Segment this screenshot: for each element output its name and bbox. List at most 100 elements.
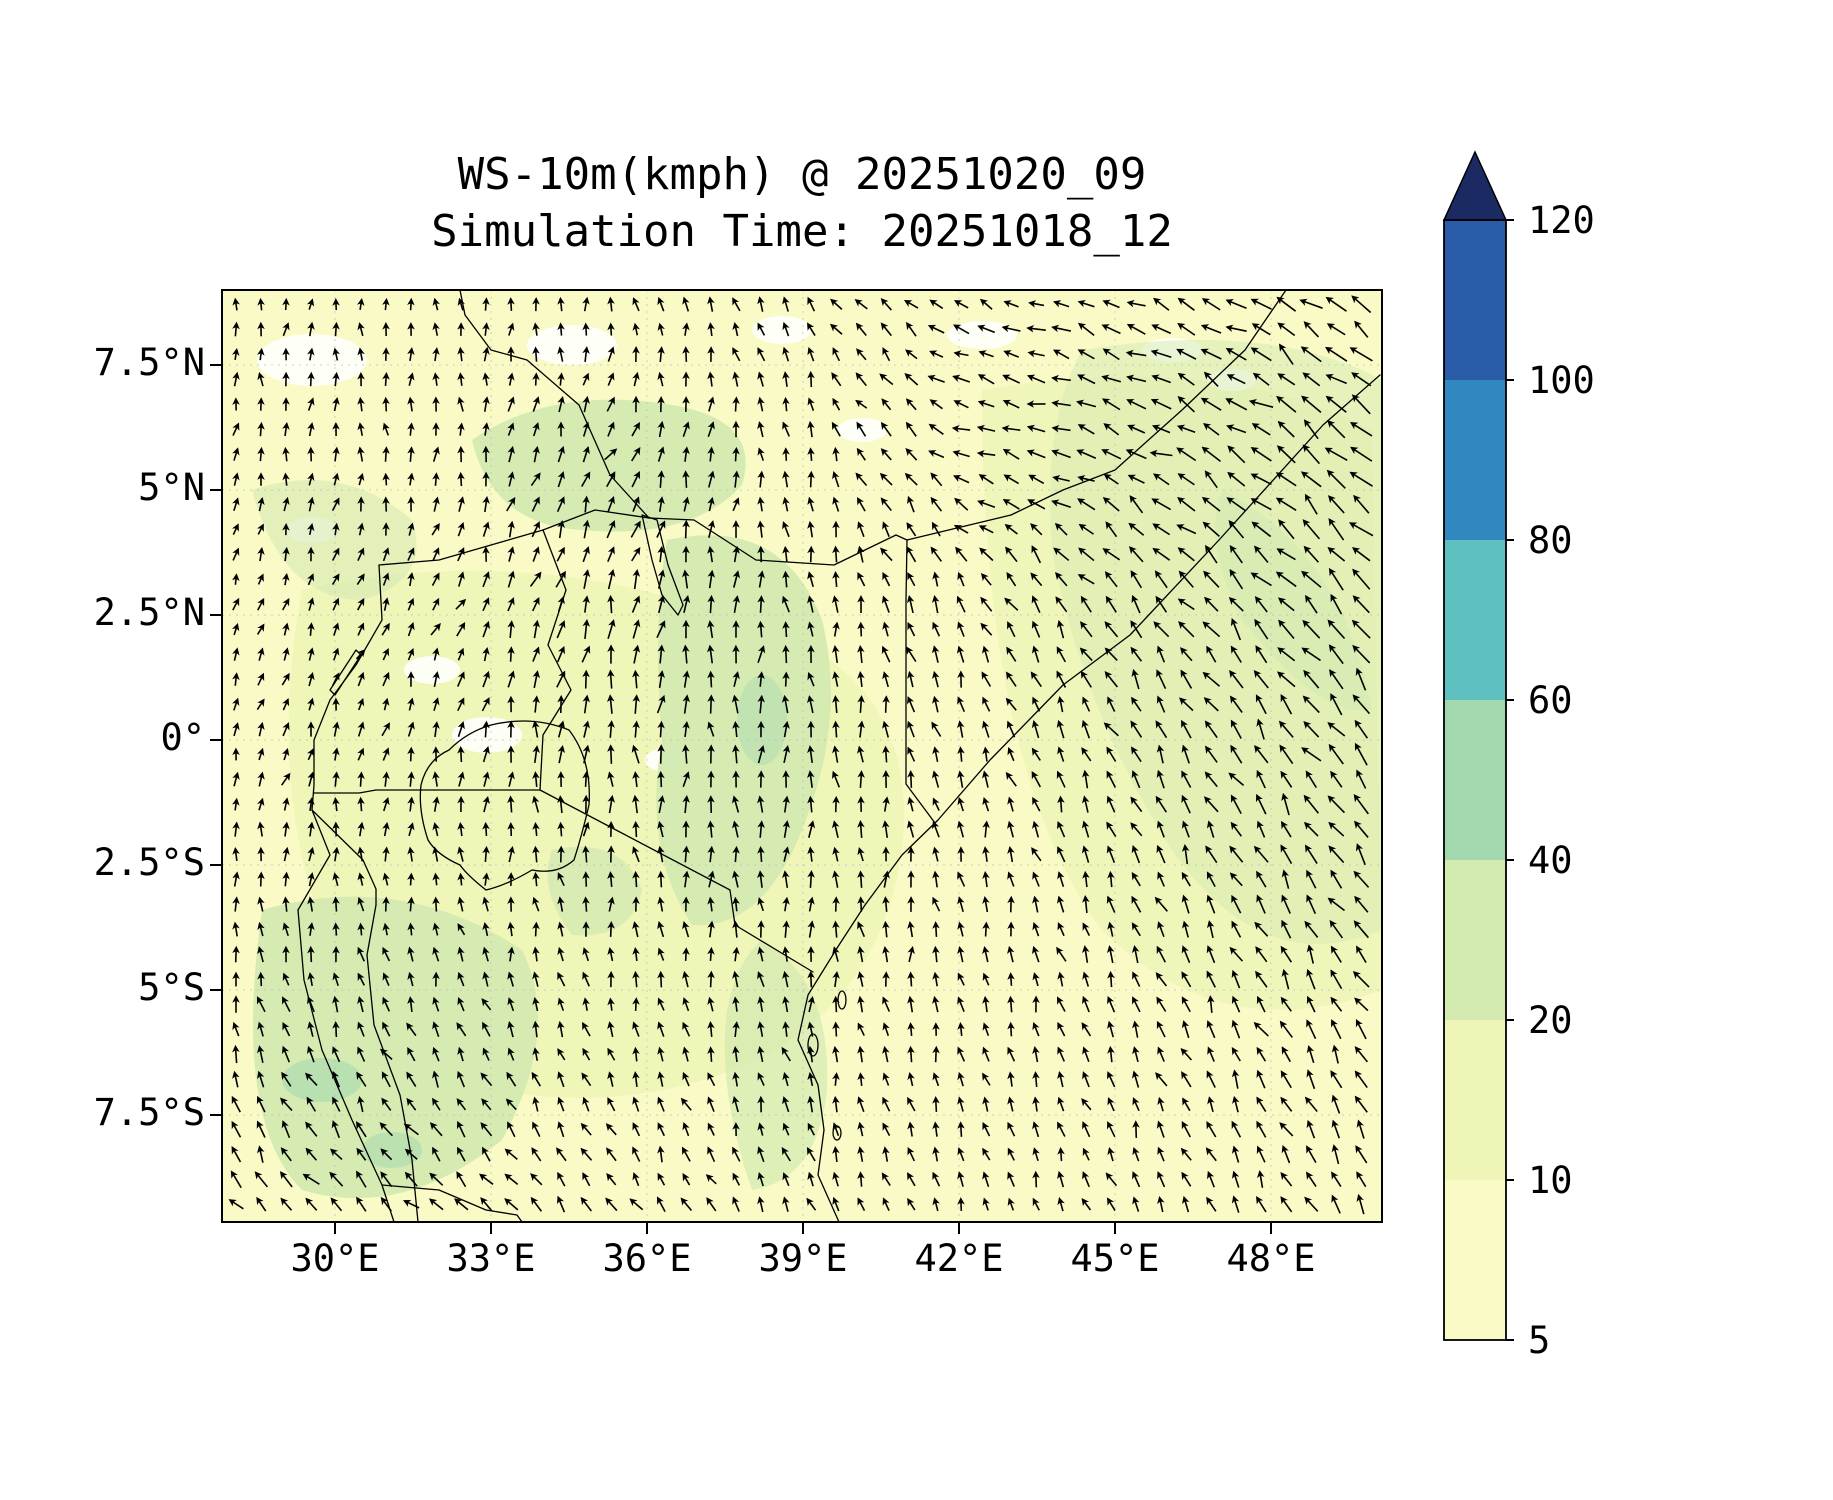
wind-arrow [882, 1022, 890, 1036]
wind-arrow [1204, 745, 1218, 763]
wind-arrow [355, 649, 366, 660]
wind-arrow [757, 595, 765, 613]
wind-arrow [1056, 996, 1066, 1012]
wind-arrow [1002, 374, 1021, 384]
wind-arrow [1205, 845, 1218, 864]
wind-arrow [781, 595, 790, 613]
wind-arrow [757, 570, 765, 588]
wind-arrow [1306, 1119, 1316, 1139]
wind-arrow [882, 695, 890, 713]
wind-arrow [807, 1021, 815, 1037]
wind-arrow [631, 547, 641, 562]
wind-arrow [857, 521, 865, 538]
wind-arrow [1130, 822, 1143, 837]
wind-arrow [382, 846, 390, 862]
wind-arrow [707, 470, 715, 488]
wind-arrow [507, 396, 515, 412]
wind-arrow [1176, 447, 1197, 462]
wind-arrow [607, 970, 615, 988]
wind-arrow [1229, 695, 1243, 713]
wind-arrow [357, 297, 365, 311]
wind-arrow [1327, 795, 1346, 814]
wind-arrow [707, 694, 715, 714]
wind-arrow [1206, 1020, 1216, 1039]
wind-arrow [1157, 1146, 1165, 1162]
wind-arrow [307, 1021, 315, 1037]
wind-arrow [807, 496, 815, 512]
wind-arrow [1181, 1071, 1192, 1088]
wind-arrow [532, 921, 540, 937]
wind-arrow [331, 573, 340, 585]
wind-arrow [931, 521, 941, 537]
wind-arrow [657, 770, 665, 788]
wind-arrow [707, 670, 715, 688]
wind-arrow [982, 921, 990, 937]
y-tick-7p5n: 7.5°N [93, 341, 205, 384]
wind-arrow [1177, 372, 1195, 386]
wind-arrow [357, 472, 365, 486]
wind-arrow [1031, 645, 1040, 663]
wind-arrow [1306, 1019, 1317, 1040]
wind-arrow [707, 946, 715, 962]
wind-arrow [282, 297, 290, 311]
wind-arrow [957, 945, 965, 963]
wind-arrow [807, 370, 815, 388]
wind-arrow [482, 746, 490, 763]
wind-arrow [532, 745, 540, 764]
wind-arrow [382, 446, 390, 462]
wind-arrow [1354, 320, 1369, 338]
wind-arrow [782, 545, 790, 563]
wind-arrow [1306, 944, 1315, 964]
wind-arrow [731, 694, 740, 714]
wind-arrow [757, 795, 765, 813]
wind-arrow [580, 1147, 593, 1161]
wind-arrow [907, 1121, 915, 1137]
wind-arrow [382, 522, 390, 536]
colorbar-segment [1444, 540, 1506, 700]
wind-arrow [1177, 396, 1195, 413]
wind-arrow [306, 523, 315, 536]
wind-arrow [1031, 720, 1040, 739]
wind-arrow [782, 996, 790, 1013]
wind-arrow [657, 921, 665, 938]
wind-arrow [307, 672, 315, 687]
wind-arrow [1255, 970, 1268, 988]
wind-arrow [782, 321, 790, 337]
wind-arrow [1230, 794, 1242, 814]
wind-arrow [480, 1122, 493, 1137]
wind-arrow [257, 647, 265, 661]
wind-arrow [732, 1021, 740, 1038]
wind-arrow [507, 670, 516, 688]
wind-arrow [932, 846, 940, 862]
wind-arrow [1082, 1171, 1090, 1188]
wind-arrow [1306, 995, 1316, 1013]
wind-arrow [1181, 794, 1191, 814]
wind-arrow [1306, 894, 1317, 914]
wind-arrow [657, 346, 665, 363]
wind-arrow [1181, 770, 1192, 788]
wind-arrow [1181, 843, 1190, 865]
wind-arrow [232, 921, 240, 937]
wind-arrow [782, 720, 790, 738]
wind-arrow [279, 1171, 293, 1188]
wind-arrow [1102, 398, 1121, 411]
wind-arrow [757, 520, 765, 538]
wind-arrow [582, 771, 590, 787]
wind-arrow [307, 597, 315, 611]
wind-arrow [457, 372, 465, 386]
wind-arrow [232, 995, 240, 1013]
wind-arrow [855, 322, 867, 336]
wind-arrow [1250, 447, 1272, 462]
wind-arrow [532, 297, 540, 312]
wind-arrow [857, 1072, 865, 1086]
wind-arrow [457, 1146, 466, 1162]
wind-arrow [280, 1197, 293, 1211]
wind-arrow [507, 297, 515, 311]
wind-arrow [1201, 496, 1221, 512]
wind-arrow [1126, 374, 1147, 383]
wind-arrow [1200, 348, 1222, 360]
wind-arrow [302, 1173, 320, 1185]
wind-arrow [1106, 746, 1117, 762]
wind-arrow [1125, 449, 1147, 460]
wind-arrow [1006, 720, 1016, 738]
